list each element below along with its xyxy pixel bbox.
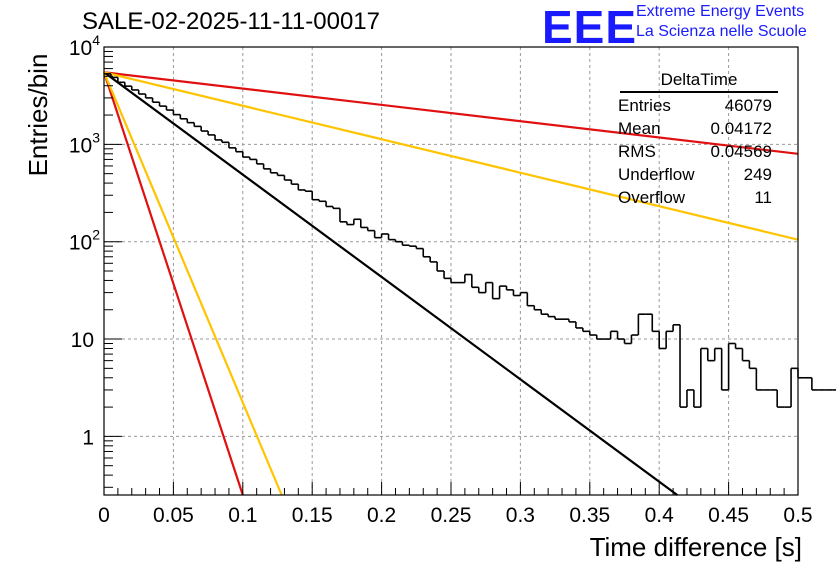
- stats-box: DeltaTime Entries 46079 Mean 0.04172 RMS…: [612, 70, 778, 210]
- stats-label: Mean: [618, 119, 661, 138]
- chart-title: SALE-02-2025-11-11-00017: [82, 8, 380, 35]
- stats-row-overflow: Overflow 11: [612, 187, 778, 210]
- fit-line-red-shallow: [103, 71, 799, 155]
- y-axis-label: Entries/bin: [23, 53, 53, 177]
- x-tick-label: 0.45: [708, 504, 749, 527]
- x-tick-label: 0.05: [153, 504, 194, 527]
- eee-logo: EEE: [542, 1, 638, 53]
- logo-text-line1: Extreme Energy Events: [636, 3, 805, 20]
- tick-labels: 0 0.05 0.1 0.15 0.2 0.25 0.3 0.35 0.4 0.45 0.5 1 10 1…: [69, 32, 813, 527]
- fit-line-black-fit: [103, 71, 678, 496]
- stats-row-rms: RMS 0.04569: [612, 141, 778, 164]
- stats-label: RMS: [618, 142, 656, 161]
- x-tick-label: 0.4: [645, 504, 675, 527]
- stats-title: DeltaTime: [620, 70, 778, 93]
- stats-row-mean: Mean 0.04172: [612, 118, 778, 141]
- stats-row-underflow: Underflow 249: [612, 164, 778, 187]
- x-tick-label: 0.3: [506, 504, 535, 527]
- stats-value: 11: [754, 188, 772, 207]
- y-tick-label: 10: [71, 329, 94, 352]
- fit-lines: [102, 71, 799, 496]
- stats-value: 0.04569: [710, 142, 772, 161]
- stats-label: Underflow: [618, 165, 695, 184]
- stats-value: 249: [743, 165, 772, 184]
- x-tick-label: 0.1: [228, 504, 257, 527]
- stats-label: Overflow: [618, 188, 686, 207]
- y-tick-label: 102: [69, 227, 100, 255]
- x-tick-label: 0.5: [783, 504, 812, 527]
- stats-value: 0.04172: [710, 119, 772, 138]
- histogram-bars: [104, 73, 836, 408]
- x-tick-label: 0.25: [431, 504, 472, 527]
- y-tick-label: 104: [69, 32, 100, 60]
- x-tick-label: 0.35: [569, 504, 610, 527]
- fit-line-orange-steep: [102, 71, 283, 496]
- stats-label: Entries: [618, 96, 671, 115]
- x-tick-label: 0: [98, 504, 110, 527]
- axis-ticks: [103, 46, 799, 495]
- x-tick-label: 0.2: [367, 504, 396, 527]
- y-tick-label: 1: [82, 426, 94, 449]
- x-tick-label: 0.15: [292, 504, 333, 527]
- logo-text-line2: La Scienza nelle Scuole: [636, 23, 807, 40]
- fit-line-red-steep: [102, 71, 244, 496]
- y-tick-label: 103: [69, 129, 100, 157]
- stats-value: 46079: [724, 96, 772, 115]
- stats-row-entries: Entries 46079: [612, 95, 778, 118]
- fit-line-orange-shallow: [103, 71, 799, 241]
- x-axis-label: Time difference [s]: [589, 532, 802, 562]
